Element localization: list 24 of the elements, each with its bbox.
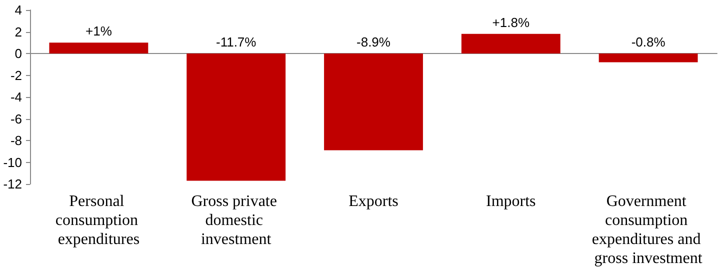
bar [598,54,698,62]
y-tick-label: -4 [10,90,22,104]
y-tick-label: -6 [10,111,22,126]
x-tick-label: Government consumption expenditures and gross investment [592,193,705,267]
bar [186,54,286,181]
bar [461,34,560,54]
y-tick-label: -10 [3,154,22,170]
data-label: -11.7% [216,34,257,50]
x-tick-label: Imports [486,193,536,210]
bar [324,54,423,150]
data-label: -8.9% [356,34,391,50]
x-tick-label: Gross private domestic investment [191,193,281,248]
data-label: +1.8% [492,14,530,30]
data-label: +1% [86,24,112,39]
y-tick-label: -8 [10,133,22,148]
x-tick-label: Exports [348,193,398,210]
data-label: -0.8% [631,34,666,50]
y-tick-label: 0 [14,46,22,61]
y-tick-label: 4 [14,2,22,18]
y-tick-label: -12 [3,176,22,192]
y-tick-label: 2 [14,24,22,40]
bar [49,42,148,54]
x-tick-label: Personal consumption expenditures [55,193,142,248]
y-tick-label: -2 [10,68,22,83]
